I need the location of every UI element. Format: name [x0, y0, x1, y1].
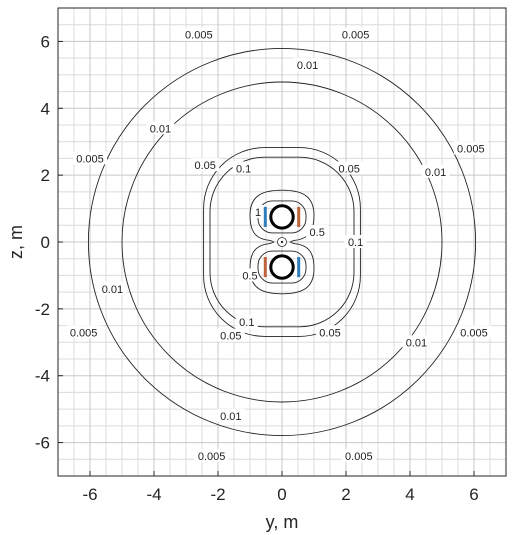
y-tick-label: 0 — [41, 233, 50, 252]
contour-label-bg — [98, 281, 127, 295]
contour-label-bg — [216, 328, 245, 342]
x-tick-label: 2 — [341, 485, 350, 504]
contour-label: 0.05 — [338, 163, 359, 175]
contour-label-bg — [457, 325, 491, 339]
contour-label: 0.005 — [185, 30, 213, 42]
contour-line — [257, 250, 307, 284]
contour-label: 0.1 — [239, 317, 254, 329]
contour-lines: 0.005 0.005 0.005 0.005 0.005 0.005 0.005 0.005… — [66, 27, 491, 463]
contour-label-bg — [293, 57, 322, 71]
contour-label-bg — [73, 151, 107, 165]
contour-label: 0.01 — [102, 284, 123, 296]
contour-label-bg — [335, 161, 364, 175]
contour-label-bg — [239, 268, 261, 282]
y-tick-label: 2 — [41, 166, 50, 185]
contour-label: 0.005 — [460, 327, 488, 339]
contour-label: 0.01 — [150, 123, 171, 135]
contour-label: 0.05 — [220, 331, 241, 343]
contour-label-bg — [216, 408, 245, 422]
contour-label-bg — [146, 121, 175, 135]
contour-label: 1 — [255, 207, 261, 219]
contour-label: 0.05 — [194, 160, 215, 172]
contour-line — [249, 189, 315, 295]
y-tick-label: 4 — [41, 99, 50, 118]
y-axis-label: z, m — [6, 225, 26, 259]
y-tick-label: -4 — [35, 367, 50, 386]
contour-label-bg — [253, 204, 263, 218]
contour-label-bg — [194, 448, 229, 462]
x-tick-label: -6 — [82, 485, 97, 504]
contour-label: 0.005 — [76, 153, 104, 165]
y-tick-label: 6 — [41, 32, 50, 51]
contour-label: 0.01 — [220, 411, 241, 423]
x-axis-label: y, m — [266, 512, 299, 532]
contour-label-bg — [235, 315, 258, 329]
contour-label-bg — [344, 235, 367, 248]
source-left-bar — [263, 206, 267, 228]
source-left-bar — [263, 256, 267, 278]
contour-label-bg — [402, 335, 431, 349]
contour-label-bg — [453, 141, 488, 155]
contour-label: 0.5 — [242, 270, 257, 282]
contour-label-bg — [316, 325, 344, 339]
x-tick-label: -4 — [146, 485, 161, 504]
contour-label-bg — [421, 164, 450, 178]
contour-label-bg — [338, 27, 373, 41]
contour-label: 0.5 — [310, 227, 325, 239]
x-tick-label: 6 — [469, 485, 478, 504]
x-tick-label: 0 — [277, 485, 286, 504]
contour-label-bg — [306, 224, 329, 238]
contour-label: 0.1 — [348, 237, 363, 249]
contour-label-bg — [181, 27, 216, 41]
contour-label: 0.005 — [345, 451, 373, 463]
source-right-bar — [297, 256, 301, 278]
contour-label-bg — [341, 448, 376, 462]
sources-layer — [263, 204, 301, 280]
x-axis-ticks: -6 -4 -2 0 2 4 6 — [82, 471, 479, 504]
source-ring — [269, 254, 295, 280]
contour-label: 0.005 — [457, 143, 485, 155]
y-axis-ticks: -6 -4 -2 0 2 4 6 — [35, 32, 63, 453]
contour-label-bg — [191, 158, 220, 172]
x-tick-label: 4 — [405, 485, 414, 504]
contour-label: 0.005 — [70, 327, 98, 339]
source-ring — [269, 204, 295, 230]
y-tick-label: -2 — [35, 300, 50, 319]
contour-line — [121, 81, 443, 403]
center-marker-dot — [280, 240, 284, 244]
contour-label: 0.05 — [319, 327, 340, 339]
contour-label: 0.01 — [406, 337, 427, 349]
contour-label: 0.005 — [198, 451, 226, 463]
contour-label: 0.01 — [425, 167, 446, 179]
contour-label: 0.1 — [236, 163, 251, 175]
x-tick-label: -2 — [210, 485, 225, 504]
y-tick-label: -6 — [35, 434, 50, 453]
contour-label-bg — [232, 161, 255, 175]
contour-label: 0.01 — [297, 60, 318, 72]
contour-label-bg — [66, 325, 101, 339]
contour-line — [87, 47, 477, 437]
contour-label: 0.005 — [342, 30, 370, 42]
source-right-bar — [297, 206, 301, 228]
